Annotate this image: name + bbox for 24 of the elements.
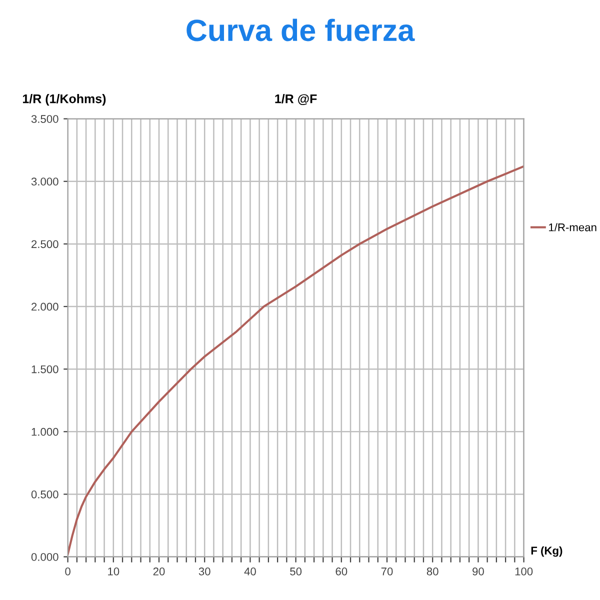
y-tick-label: 0.000 bbox=[31, 553, 58, 561]
x-tick-label: 90 bbox=[472, 568, 484, 576]
y-tick-label: 2.500 bbox=[32, 240, 58, 248]
chart-title: Curva de fuerza bbox=[186, 18, 415, 42]
chart-subtitle: 1/R @F bbox=[275, 94, 317, 106]
y-tick-label: 2.000 bbox=[32, 302, 58, 311]
x-tick-label: 60 bbox=[336, 568, 348, 576]
y-axis-title: 1/R (1/Kohms) bbox=[22, 94, 106, 106]
x-tick-label: 20 bbox=[153, 568, 165, 576]
x-tick-label: 0 bbox=[65, 568, 70, 576]
x-tick-label: 80 bbox=[426, 568, 438, 576]
legend-label: 1/R-mean bbox=[549, 223, 596, 232]
y-tick-label: 1.000 bbox=[32, 428, 58, 436]
x-tick-label: 70 bbox=[381, 568, 393, 576]
x-tick-label: 50 bbox=[290, 568, 302, 576]
y-tick-label: 0.500 bbox=[31, 490, 58, 498]
y-tick-label: 3.000 bbox=[31, 178, 58, 186]
x-axis-title: F (Kg) bbox=[531, 546, 562, 557]
x-tick-label: 40 bbox=[244, 568, 256, 576]
y-tick-label: 3.500 bbox=[31, 115, 58, 123]
x-tick-label: 10 bbox=[108, 568, 120, 576]
y-tick-label: 1.500 bbox=[32, 365, 58, 374]
x-tick-label: 30 bbox=[198, 568, 210, 576]
x-tick-label: 100 bbox=[515, 568, 533, 576]
